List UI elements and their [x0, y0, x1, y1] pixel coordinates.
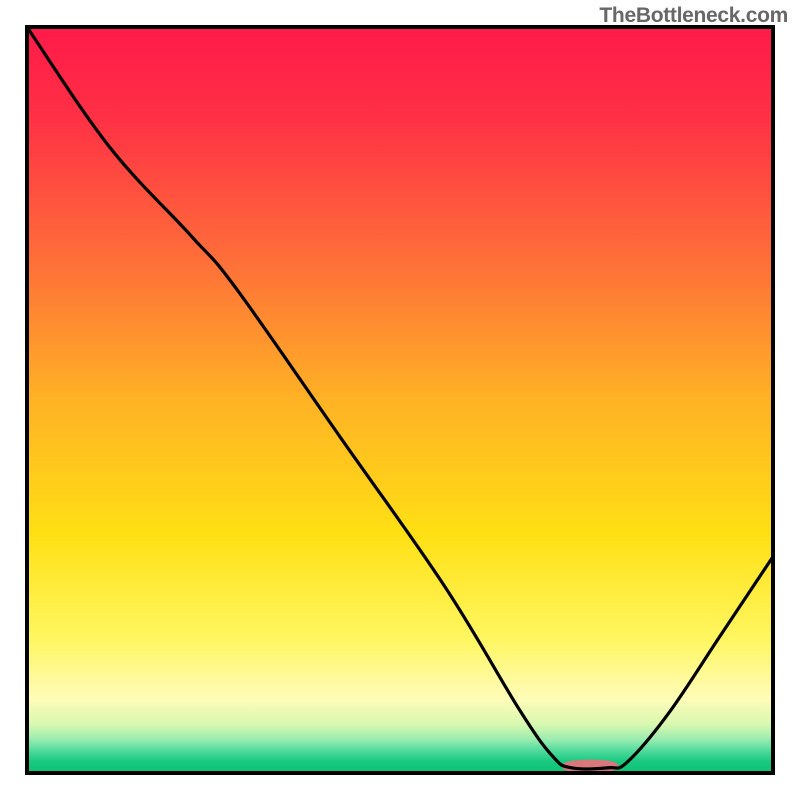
- chart-container: { "watermark": "TheBottleneck.com", "cha…: [0, 0, 800, 800]
- bottleneck-chart: [0, 0, 800, 800]
- plot-background: [27, 27, 773, 773]
- watermark-text: TheBottleneck.com: [599, 4, 788, 28]
